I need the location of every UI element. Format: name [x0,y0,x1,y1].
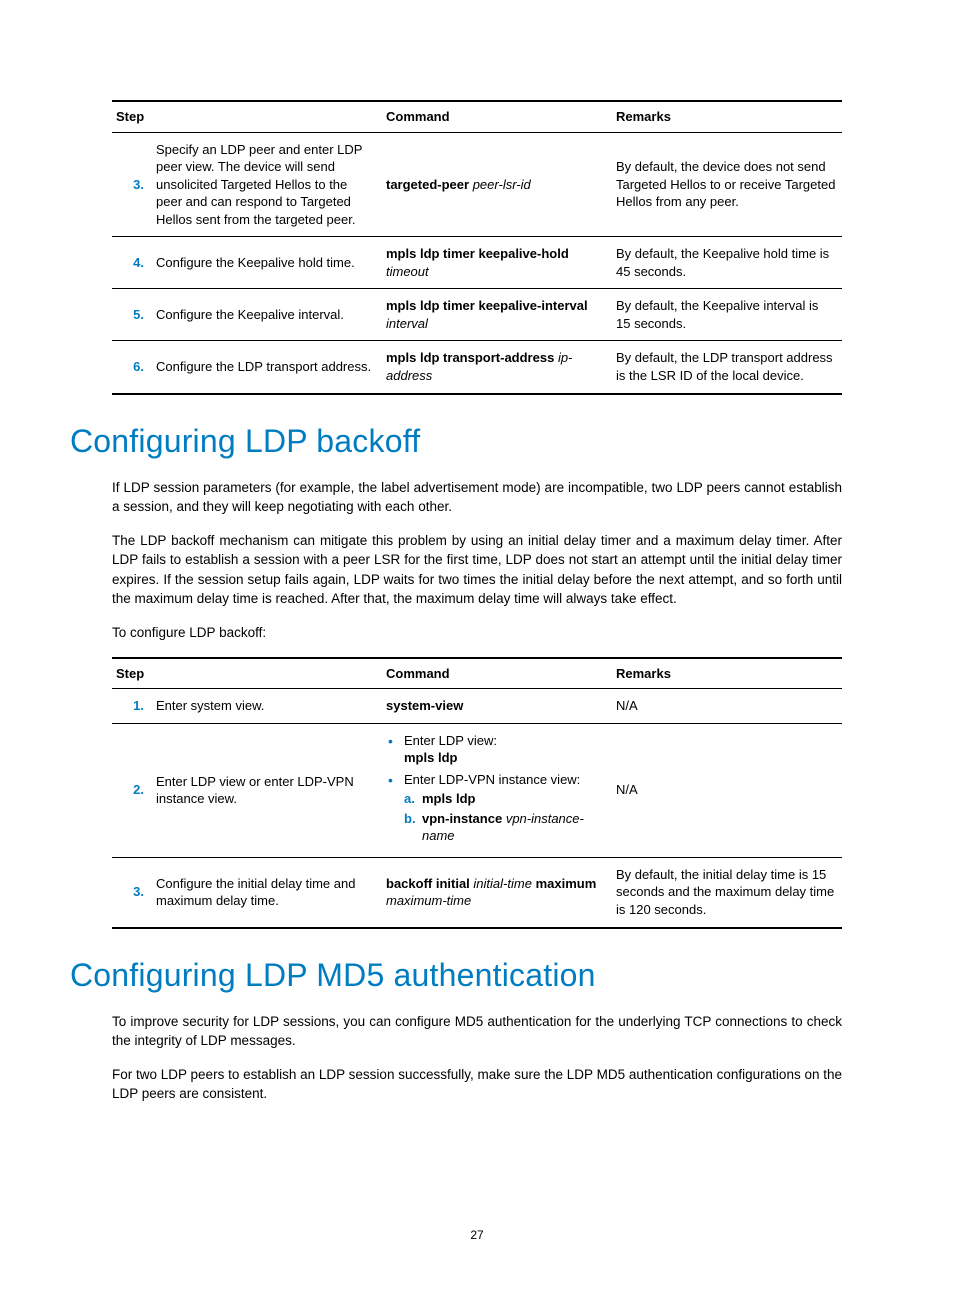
remarks-cell: N/A [612,723,842,857]
th-step: Step [112,101,382,132]
cmd-arg: peer-lsr-id [473,177,531,192]
step-number: 3. [112,132,152,237]
remarks-cell: By default, the LDP transport address is… [612,341,842,394]
cmd-bold: system-view [386,698,463,713]
cmd-bold: backoff initial [386,876,470,891]
table-row: 1. Enter system view. system-view N/A [112,689,842,724]
sub-item: vpn-instance vpn-instance-name [422,810,606,845]
step-number: 2. [112,723,152,857]
page-content: Step Command Remarks 3. Specify an LDP p… [0,0,954,1178]
step-text: Configure the LDP transport address. [152,341,382,394]
remarks-cell: By default, the Keepalive hold time is 4… [612,237,842,289]
cmd-arg: timeout [386,264,429,279]
list-item: Enter LDP-VPN instance view: mpls ldp vp… [404,771,606,845]
command-cell: mpls ldp timer keepalive-interval interv… [382,289,612,341]
remarks-cell: N/A [612,689,842,724]
command-cell: targeted-peer peer-lsr-id [382,132,612,237]
th-command: Command [382,101,612,132]
step-text: Configure the initial delay time and max… [152,857,382,927]
cmd-bold: vpn-instance [422,811,502,826]
bullet-text: Enter LDP view: [404,733,497,748]
cmd-bold: mpls ldp timer keepalive-interval [386,298,588,313]
cmd-arg: maximum-time [386,893,471,908]
heading-md5: Configuring LDP MD5 authentication [70,957,842,994]
step-number: 5. [112,289,152,341]
paragraph: The LDP backoff mechanism can mitigate t… [112,531,842,609]
paragraph: To configure LDP backoff: [112,623,842,643]
remarks-cell: By default, the Keepalive interval is 15… [612,289,842,341]
cmd-bold: mpls ldp transport-address [386,350,554,365]
step-number: 6. [112,341,152,394]
heading-backoff: Configuring LDP backoff [70,423,842,460]
step-text: Specify an LDP peer and enter LDP peer v… [152,132,382,237]
paragraph: To improve security for LDP sessions, yo… [112,1012,842,1051]
table-row: 3. Configure the initial delay time and … [112,857,842,927]
step-text: Configure the Keepalive hold time. [152,237,382,289]
ldp-peer-table: Step Command Remarks 3. Specify an LDP p… [112,100,842,395]
step-number: 1. [112,689,152,724]
cmd-bold: mpls ldp timer keepalive-hold [386,246,569,261]
command-cell: backoff initial initial-time maximum max… [382,857,612,927]
th-step: Step [112,658,382,689]
step-text: Configure the Keepalive interval. [152,289,382,341]
table-row: 2. Enter LDP view or enter LDP-VPN insta… [112,723,842,857]
command-cell: Enter LDP view: mpls ldp Enter LDP-VPN i… [382,723,612,857]
list-item: Enter LDP view: mpls ldp [404,732,606,767]
command-cell: mpls ldp timer keepalive-hold timeout [382,237,612,289]
cmd-arg: interval [386,316,428,331]
remarks-cell: By default, the device does not send Tar… [612,132,842,237]
paragraph: For two LDP peers to establish an LDP se… [112,1065,842,1104]
table-row: 6. Configure the LDP transport address. … [112,341,842,394]
ldp-backoff-table: Step Command Remarks 1. Enter system vie… [112,657,842,929]
cmd-bold: targeted-peer [386,177,469,192]
sub-item: mpls ldp [422,790,606,808]
cmd-bold: mpls ldp [404,750,457,765]
command-cell: system-view [382,689,612,724]
step-text: Enter LDP view or enter LDP-VPN instance… [152,723,382,857]
th-remarks: Remarks [612,658,842,689]
table-row: 3. Specify an LDP peer and enter LDP pee… [112,132,842,237]
cmd-bold: mpls ldp [422,791,475,806]
page-number: 27 [0,1228,954,1242]
step-number: 3. [112,857,152,927]
table-row: 4. Configure the Keepalive hold time. mp… [112,237,842,289]
step-number: 4. [112,237,152,289]
cmd-bold: maximum [536,876,597,891]
step-text: Enter system view. [152,689,382,724]
paragraph: If LDP session parameters (for example, … [112,478,842,517]
cmd-arg: initial-time [473,876,532,891]
remarks-cell: By default, the initial delay time is 15… [612,857,842,927]
table-row: 5. Configure the Keepalive interval. mpl… [112,289,842,341]
th-command: Command [382,658,612,689]
th-remarks: Remarks [612,101,842,132]
bullet-text: Enter LDP-VPN instance view: [404,772,580,787]
command-cell: mpls ldp transport-address ip-address [382,341,612,394]
